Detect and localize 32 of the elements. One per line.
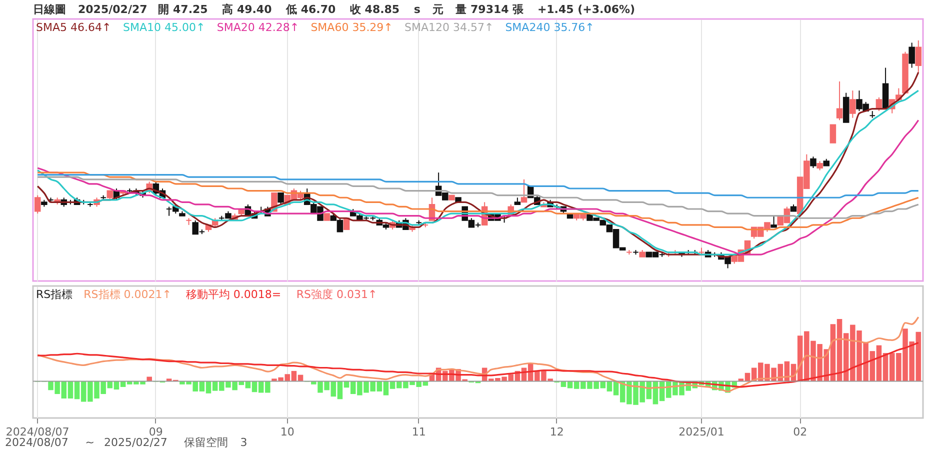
text: RS指標 0.0021↑ (84, 288, 172, 301)
x-tick-label: 02 (793, 426, 808, 438)
x-tick-label: 10 (280, 426, 294, 438)
text: 元 (432, 3, 444, 16)
x-tick-label: 11 (412, 426, 426, 438)
text: SMA240 35.76↑ (505, 21, 594, 34)
text: 收 48.85 (350, 3, 400, 16)
text: 3 (240, 436, 248, 449)
text: s (414, 3, 421, 16)
text: SMA60 35.29↑ (310, 21, 393, 34)
text: 保留空間 (184, 436, 228, 449)
text: 低 46.70 (285, 3, 336, 16)
text: SMA10 45.00↑ (123, 21, 206, 34)
text: SMA120 34.57↑ (404, 21, 494, 34)
text: 量 79314 張 (454, 3, 525, 16)
x-tick-label: 2025/01 (678, 426, 724, 438)
text: RS強度 0.031↑ (296, 288, 378, 301)
text: +1.45 (+3.06%) (537, 3, 636, 16)
text: 高 49.40 (222, 3, 272, 16)
text: 2025/02/27 (78, 3, 148, 16)
text: 2024/08/07 (5, 436, 68, 449)
text: SMA5 46.64↑ (36, 21, 112, 34)
text: 移動平均 0.0018= (186, 288, 282, 301)
x-tick-label: 12 (550, 426, 564, 438)
text: ~ (85, 436, 94, 449)
chart-title: RS指標 (36, 288, 73, 301)
text: 2025/02/27 (104, 436, 168, 449)
text: SMA20 42.28↑ (216, 21, 300, 34)
x-tick-label: 2024/08/07 (6, 426, 70, 438)
text: 開 47.25 (158, 3, 208, 16)
x-tick-label: 09 (148, 426, 163, 438)
text: 日線圖 (33, 3, 66, 16)
